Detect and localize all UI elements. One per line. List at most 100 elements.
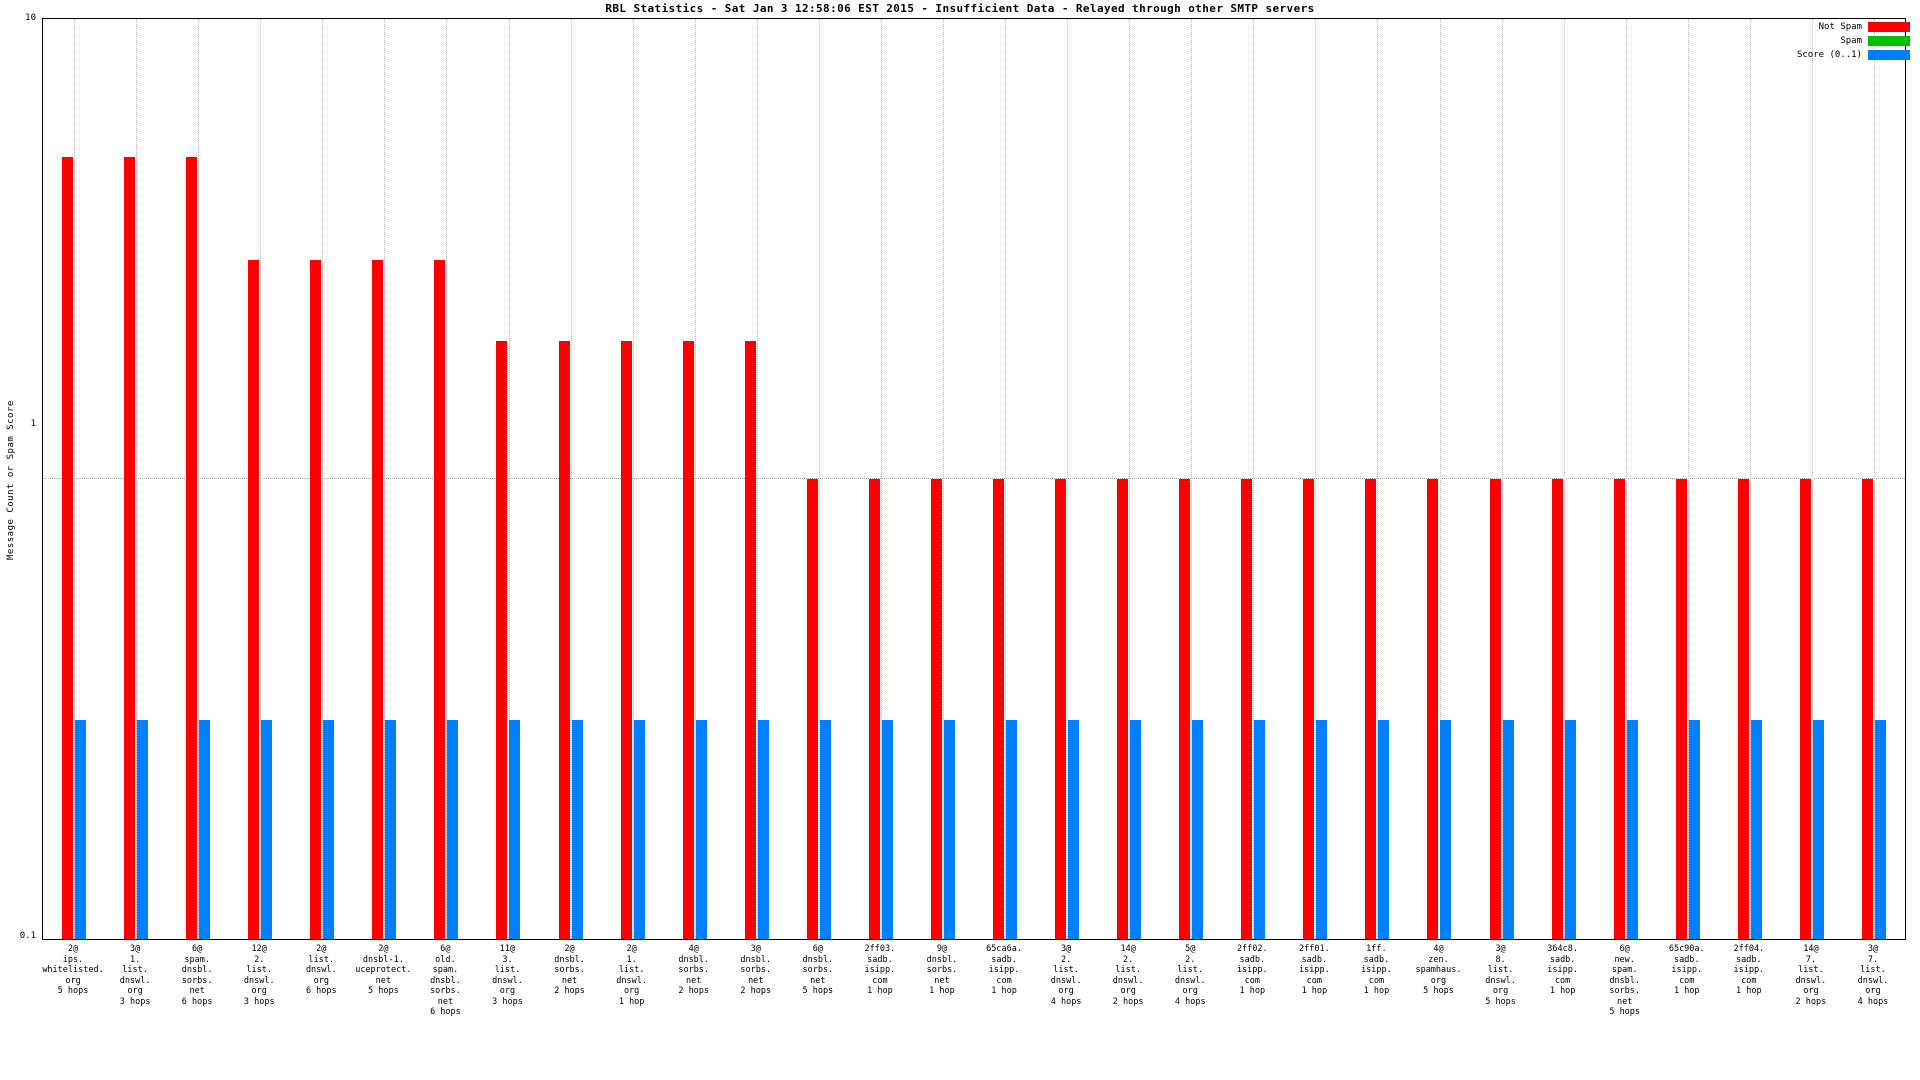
bar-not-spam[interactable] [310, 259, 322, 939]
bar-group[interactable] [1408, 19, 1470, 939]
bar-score-0-1[interactable] [323, 719, 335, 939]
gridline-vertical [1129, 19, 1131, 939]
bar-group[interactable] [43, 19, 105, 939]
bar-not-spam[interactable] [1861, 479, 1873, 939]
bar-not-spam[interactable] [682, 340, 694, 939]
bar-group[interactable] [1098, 19, 1160, 939]
bar-score-0-1[interactable] [1812, 719, 1824, 939]
bar-score-0-1[interactable] [1874, 719, 1886, 939]
bar-score-0-1[interactable] [385, 719, 397, 939]
bar-not-spam[interactable] [1365, 479, 1377, 939]
bar-group[interactable] [415, 19, 477, 939]
bar-group[interactable] [1346, 19, 1408, 939]
bar-not-spam[interactable] [620, 340, 632, 939]
bar-score-0-1[interactable] [1068, 719, 1080, 939]
bar-not-spam[interactable] [558, 340, 570, 939]
bar-not-spam[interactable] [1675, 479, 1687, 939]
bar-group[interactable] [1222, 19, 1284, 939]
bar-score-0-1[interactable] [881, 719, 893, 939]
bar-not-spam[interactable] [1489, 479, 1501, 939]
legend-item[interactable]: Score (0..1) [1797, 49, 1910, 60]
legend-item[interactable]: Not Spam [1819, 21, 1910, 32]
bar-not-spam[interactable] [124, 157, 136, 939]
x-tick-label: 2@ ips. whitelisted. org 5 hops [42, 944, 104, 997]
bar-score-0-1[interactable] [261, 719, 273, 939]
bar-not-spam[interactable] [1303, 479, 1315, 939]
x-tick-label-line: dnswl. [1050, 975, 1082, 986]
bar-group[interactable] [726, 19, 788, 939]
legend-item[interactable]: Spam [1840, 35, 1910, 46]
bar-not-spam[interactable] [1117, 479, 1129, 939]
bar-not-spam[interactable] [1551, 479, 1563, 939]
bar-score-0-1[interactable] [447, 719, 459, 939]
plot-area [42, 18, 1906, 940]
bar-not-spam[interactable] [993, 479, 1005, 939]
bar-score-0-1[interactable] [199, 719, 211, 939]
bar-not-spam[interactable] [496, 340, 508, 939]
bar-not-spam[interactable] [62, 157, 74, 939]
bar-not-spam[interactable] [186, 157, 198, 939]
bar-not-spam[interactable] [744, 340, 756, 939]
bar-not-spam[interactable] [1179, 479, 1191, 939]
bar-group[interactable] [1471, 19, 1533, 939]
bar-not-spam[interactable] [372, 259, 384, 939]
bar-score-0-1[interactable] [1440, 719, 1452, 939]
bar-score-0-1[interactable] [1192, 719, 1204, 939]
bar-score-0-1[interactable] [1626, 719, 1638, 939]
bar-score-0-1[interactable] [1378, 719, 1390, 939]
bar-score-0-1[interactable] [1316, 719, 1328, 939]
bar-score-0-1[interactable] [509, 719, 521, 939]
bar-group[interactable] [1284, 19, 1346, 939]
bar-group[interactable] [1160, 19, 1222, 939]
bar-not-spam[interactable] [930, 479, 942, 939]
bar-score-0-1[interactable] [1006, 719, 1018, 939]
bar-group[interactable] [1781, 19, 1843, 939]
bar-not-spam[interactable] [1427, 479, 1439, 939]
bar-score-0-1[interactable] [695, 719, 707, 939]
bar-not-spam[interactable] [1241, 479, 1253, 939]
x-tick-label-line: com [1554, 975, 1571, 986]
bar-score-0-1[interactable] [1254, 719, 1266, 939]
bar-group[interactable] [1657, 19, 1719, 939]
bar-not-spam[interactable] [248, 259, 260, 939]
bar-group[interactable] [477, 19, 539, 939]
bar-not-spam[interactable] [1737, 479, 1749, 939]
bar-not-spam[interactable] [1613, 479, 1625, 939]
bar-score-0-1[interactable] [757, 719, 769, 939]
bar-group[interactable] [788, 19, 850, 939]
bar-group[interactable] [974, 19, 1036, 939]
bar-not-spam[interactable] [1055, 479, 1067, 939]
bar-group[interactable] [912, 19, 974, 939]
bar-score-0-1[interactable] [571, 719, 583, 939]
bar-group[interactable] [353, 19, 415, 939]
bar-group[interactable] [1843, 19, 1905, 939]
bar-not-spam[interactable] [434, 259, 446, 939]
bar-group[interactable] [1719, 19, 1781, 939]
bar-score-0-1[interactable] [633, 719, 645, 939]
bar-not-spam[interactable] [868, 479, 880, 939]
bar-group[interactable] [1595, 19, 1657, 939]
bar-group[interactable] [105, 19, 167, 939]
bar-group[interactable] [1533, 19, 1595, 939]
bar-not-spam[interactable] [1799, 479, 1811, 939]
bar-group[interactable] [850, 19, 912, 939]
bar-score-0-1[interactable] [943, 719, 955, 939]
bar-group[interactable] [1036, 19, 1098, 939]
bar-group[interactable] [291, 19, 353, 939]
bar-score-0-1[interactable] [1130, 719, 1142, 939]
bar-score-0-1[interactable] [137, 719, 149, 939]
bar-group[interactable] [167, 19, 229, 939]
bar-score-0-1[interactable] [819, 719, 831, 939]
bar-score-0-1[interactable] [1502, 719, 1514, 939]
gridline-vertical [942, 19, 944, 939]
bar-score-0-1[interactable] [1750, 719, 1762, 939]
bar-group[interactable] [229, 19, 291, 939]
bar-not-spam[interactable] [806, 479, 818, 939]
x-tick-label-line: 8. [1495, 954, 1506, 965]
bar-group[interactable] [602, 19, 664, 939]
bar-group[interactable] [664, 19, 726, 939]
bar-score-0-1[interactable] [75, 719, 87, 939]
bar-group[interactable] [540, 19, 602, 939]
bar-score-0-1[interactable] [1688, 719, 1700, 939]
bar-score-0-1[interactable] [1564, 719, 1576, 939]
